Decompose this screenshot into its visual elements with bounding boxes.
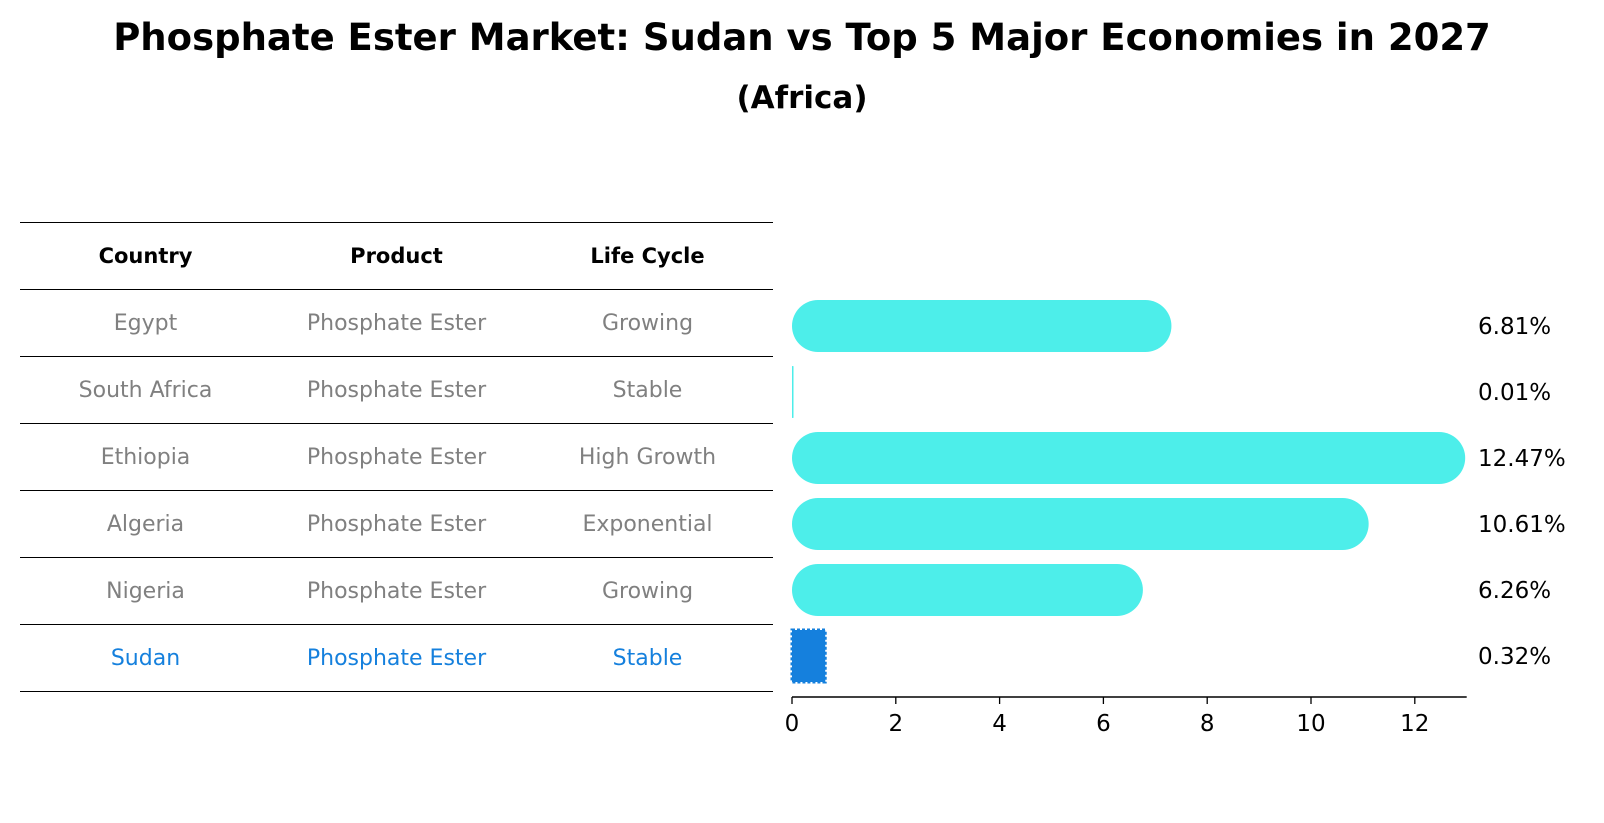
cell-life-cycle: Exponential xyxy=(582,511,713,537)
table-row-nigeria: Nigeria Phosphate Ester Growing xyxy=(20,558,773,625)
table-row-egypt: Egypt Phosphate Ester Growing xyxy=(20,290,773,357)
table-row-sudan: Sudan Phosphate Ester Stable xyxy=(20,625,773,692)
cell-product: Phosphate Ester xyxy=(306,377,487,403)
data-label: 10.61% xyxy=(1478,512,1566,538)
data-label: 6.26% xyxy=(1478,578,1551,604)
header-country: Country xyxy=(98,244,193,268)
x-tick-label: 12 xyxy=(1400,711,1429,737)
cell-country: Sudan xyxy=(110,645,181,671)
header-life-cycle: Life Cycle xyxy=(590,244,705,268)
cell-life-cycle: Growing xyxy=(601,578,694,604)
cell-life-cycle: Stable xyxy=(612,377,683,403)
cell-life-cycle: Stable xyxy=(612,645,683,671)
data-label: 0.32% xyxy=(1478,644,1551,670)
bar-nigeria xyxy=(792,564,1143,616)
bar-egypt xyxy=(792,300,1172,352)
x-tick-label: 0 xyxy=(785,711,800,737)
table-header-row: Country Product Life Cycle xyxy=(20,222,773,290)
bar-algeria xyxy=(792,498,1369,550)
chart-subtitle: (Africa) xyxy=(736,80,868,116)
country-table: Country Product Life Cycle Egypt Phospha… xyxy=(20,222,773,692)
cell-life-cycle: High Growth xyxy=(578,444,717,470)
bar-south-africa xyxy=(792,366,794,418)
x-tick-label: 6 xyxy=(1096,711,1111,737)
cell-country: Algeria xyxy=(106,511,185,537)
x-tick-label: 2 xyxy=(888,711,903,737)
cell-product: Phosphate Ester xyxy=(306,645,487,671)
cell-country: Nigeria xyxy=(106,578,185,604)
table-row-algeria: Algeria Phosphate Ester Exponential xyxy=(20,491,773,558)
cell-product: Phosphate Ester xyxy=(306,310,487,336)
header-product: Product xyxy=(350,244,443,268)
cell-life-cycle: Growing xyxy=(601,310,694,336)
cell-product: Phosphate Ester xyxy=(306,511,487,537)
table-row-south-africa: South Africa Phosphate Ester Stable xyxy=(20,357,773,424)
cell-country: Ethiopia xyxy=(100,444,191,470)
x-tick-label: 8 xyxy=(1200,711,1215,737)
table-row-ethiopia: Ethiopia Phosphate Ester High Growth xyxy=(20,424,773,491)
cell-country: South Africa xyxy=(78,377,213,403)
bar-sudan xyxy=(790,628,827,684)
data-label: 12.47% xyxy=(1478,446,1566,472)
cell-product: Phosphate Ester xyxy=(306,444,487,470)
cell-product: Phosphate Ester xyxy=(306,578,487,604)
cell-country: Egypt xyxy=(113,310,178,336)
x-tick-label: 10 xyxy=(1296,711,1325,737)
data-label: 6.81% xyxy=(1478,314,1551,340)
chart-title: Phosphate Ester Market: Sudan vs Top 5 M… xyxy=(113,16,1491,59)
bar-ethiopia xyxy=(792,432,1466,484)
x-tick-label: 4 xyxy=(992,711,1007,737)
data-label: 0.01% xyxy=(1478,380,1551,406)
